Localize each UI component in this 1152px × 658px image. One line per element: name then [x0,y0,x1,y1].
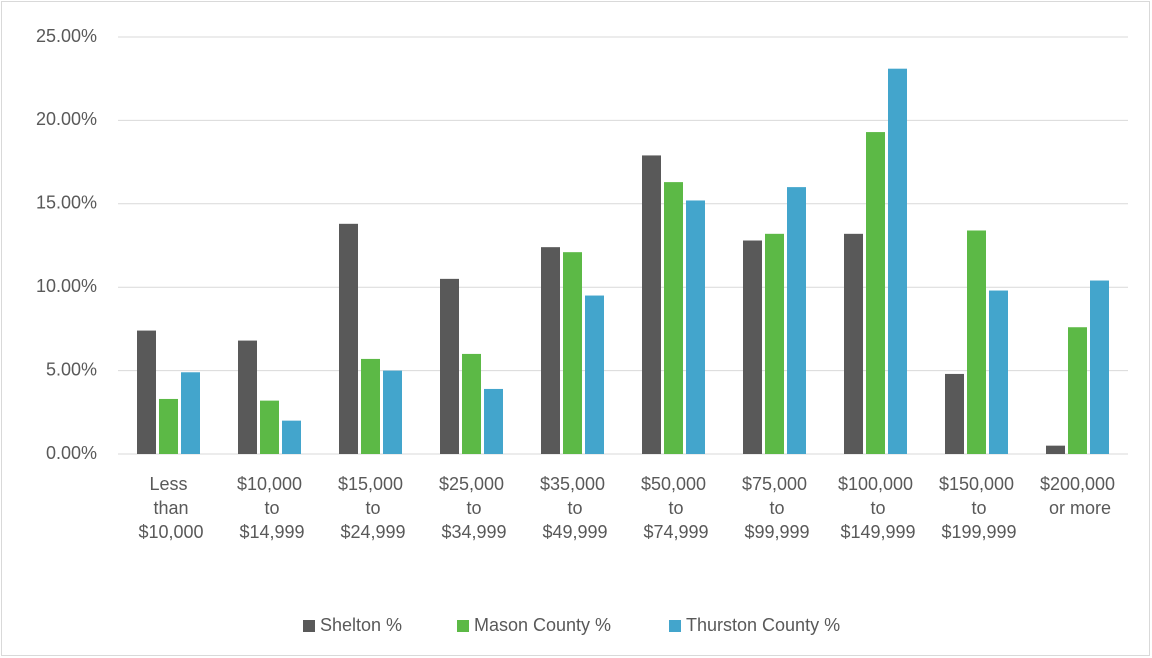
y-tick-label: 15.00% [36,193,97,213]
legend-label: Thurston County % [686,615,840,635]
y-tick-label: 5.00% [46,359,97,379]
x-tick-label-line: $25,000 [439,474,504,494]
x-tick-label-line: $75,000 [742,474,807,494]
x-tick-label-line: to [764,498,784,518]
x-tick-label-line: $14,999 [234,522,304,542]
x-tick-label: $35,000 to $49,999 [537,474,607,542]
bar [282,420,301,454]
legend-swatch [457,620,469,632]
bar [989,290,1008,454]
x-tick-label-line: to [865,498,885,518]
bar [585,295,604,454]
x-tick-label-line: $35,000 [540,474,605,494]
bar [967,230,986,454]
bar [1090,280,1109,454]
bar [238,340,257,454]
x-tick-label-line: to [259,498,279,518]
bar [765,233,784,454]
bar [339,223,358,454]
bar [137,330,156,454]
x-tick-label-line: $149,999 [835,522,915,542]
x-tick-label-line: to [461,498,481,518]
x-tick-label-line: $10,000 [237,474,302,494]
x-tick-label: $100,000 to $149,999 [835,474,915,542]
x-tick-label-line: or more [1044,498,1111,518]
x-tick-label-line: to [562,498,582,518]
x-tick-label-line: $15,000 [338,474,403,494]
bar [844,233,863,454]
bar [462,353,481,454]
bar [361,358,380,454]
bar [440,278,459,454]
x-tick-label-line: $100,000 [838,474,913,494]
x-tick-label-line: than [148,498,188,518]
x-tick-label-line: $34,999 [436,522,506,542]
x-tick-label-line: $10,000 [133,522,203,542]
bar [787,187,806,454]
x-tick-label-line: $200,000 [1040,474,1115,494]
x-tick-label-line: $24,999 [335,522,405,542]
x-tick-label-line: $150,000 [939,474,1014,494]
x-tick-label: $150,000 to $199,999 [936,474,1016,542]
bar [686,200,705,454]
bar [383,370,402,454]
y-tick-label: 25.00% [36,26,97,46]
bar [260,400,279,454]
bar [866,132,885,455]
x-tick-label-line: $49,999 [537,522,607,542]
bar [181,372,200,454]
legend-label: Shelton % [320,615,402,635]
x-tick-label-line: to [360,498,380,518]
x-tick-label: $25,000 to $34,999 [436,474,506,542]
x-tick-label: $75,000 to $99,999 [739,474,809,542]
bar [664,182,683,454]
x-tick-label: $50,000 to $74,999 [638,474,708,542]
x-tick-label-line: $99,999 [739,522,809,542]
x-tick-label: $15,000 to $24,999 [335,474,405,542]
bar [159,398,178,454]
y-tick-label: 10.00% [36,276,97,296]
y-tick-label: 20.00% [36,109,97,129]
bar [888,68,907,454]
x-tick-label: $10,000 to $14,999 [234,474,304,542]
x-tick-label-line: $199,999 [936,522,1016,542]
legend-label: Mason County % [474,615,611,635]
x-tick-label-line: $74,999 [638,522,708,542]
bar [563,252,582,454]
legend-swatch [669,620,681,632]
x-tick-label-line: Less [149,474,187,494]
legend-swatch [303,620,315,632]
x-tick-label-line: to [966,498,986,518]
bar [1068,327,1087,454]
x-tick-label: Less than $10,000 [133,474,203,542]
bar [484,388,503,454]
y-tick-label: 0.00% [46,443,97,463]
x-tick-label: $200,000 or more [1040,474,1115,518]
bar [541,247,560,454]
bar [642,155,661,455]
bar [743,240,762,454]
x-tick-label-line: $50,000 [641,474,706,494]
bar [945,373,964,454]
bar [1046,445,1065,454]
x-tick-label-line: to [663,498,683,518]
